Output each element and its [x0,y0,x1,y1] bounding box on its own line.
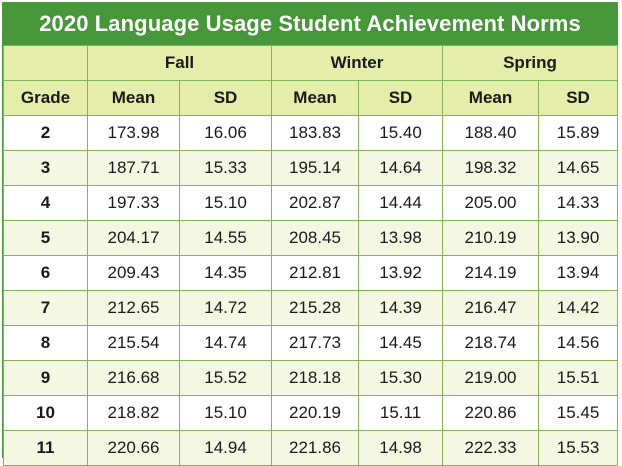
norms-table: Fall Winter Spring Grade Mean SD Mean SD… [3,45,619,466]
season-header-row: Fall Winter Spring [3,45,619,81]
grade-cell: 6 [3,255,88,291]
fall-sd-cell: 14.55 [178,220,273,256]
spring-mean-cell: 219.00 [442,360,540,396]
table-row: 8 215.54 14.74 217.73 14.45 218.74 14.56 [3,325,619,361]
grade-cell: 5 [3,220,88,256]
spring-mean-cell: 222.33 [442,430,540,466]
season-header-winter: Winter [271,45,444,81]
spring-mean-cell: 214.19 [442,255,540,291]
column-header-spring-sd: SD [538,80,619,116]
column-header-grade: Grade [3,80,88,116]
table-row: 4 197.33 15.10 202.87 14.44 205.00 14.33 [3,185,619,221]
fall-mean-cell: 218.82 [87,395,180,431]
grade-cell: 2 [3,115,88,151]
spring-sd-cell: 13.90 [538,220,619,256]
season-header-fall: Fall [86,45,273,81]
winter-sd-cell: 14.64 [358,150,444,186]
spring-sd-cell: 13.94 [538,255,619,291]
fall-mean-cell: 187.71 [87,150,180,186]
table-row: 11 220.66 14.94 221.86 14.98 222.33 15.5… [3,430,619,466]
fall-sd-cell: 15.10 [178,395,273,431]
column-header-fall-sd: SD [178,80,273,116]
table-row: 2 173.98 16.06 183.83 15.40 188.40 15.89 [3,115,619,151]
winter-sd-cell: 14.45 [358,325,444,361]
spring-sd-cell: 14.42 [538,290,619,326]
winter-sd-cell: 14.44 [358,185,444,221]
column-header-row: Grade Mean SD Mean SD Mean SD [3,80,619,116]
column-header-winter-mean: Mean [271,80,360,116]
grade-cell: 10 [3,395,88,431]
spring-mean-cell: 205.00 [442,185,540,221]
winter-mean-cell: 221.86 [271,430,360,466]
winter-mean-cell: 202.87 [271,185,360,221]
grade-cell: 4 [3,185,88,221]
fall-sd-cell: 15.10 [178,185,273,221]
winter-mean-cell: 220.19 [271,395,360,431]
column-header-winter-sd: SD [358,80,444,116]
spring-sd-cell: 15.51 [538,360,619,396]
table-row: 6 209.43 14.35 212.81 13.92 214.19 13.94 [3,255,619,291]
spring-sd-cell: 14.56 [538,325,619,361]
fall-mean-cell: 173.98 [87,115,180,151]
winter-sd-cell: 15.40 [358,115,444,151]
winter-mean-cell: 208.45 [271,220,360,256]
fall-sd-cell: 15.52 [178,360,273,396]
fall-sd-cell: 14.74 [178,325,273,361]
table-title: 2020 Language Usage Student Achievement … [3,3,617,45]
winter-mean-cell: 183.83 [271,115,360,151]
winter-sd-cell: 15.30 [358,360,444,396]
winter-mean-cell: 212.81 [271,255,360,291]
column-header-spring-mean: Mean [442,80,540,116]
fall-mean-cell: 220.66 [87,430,180,466]
spring-sd-cell: 15.53 [538,430,619,466]
fall-sd-cell: 14.72 [178,290,273,326]
table-row: 7 212.65 14.72 215.28 14.39 216.47 14.42 [3,290,619,326]
spring-mean-cell: 210.19 [442,220,540,256]
spring-mean-cell: 188.40 [442,115,540,151]
table-row: 10 218.82 15.10 220.19 15.11 220.86 15.4… [3,395,619,431]
fall-mean-cell: 197.33 [87,185,180,221]
column-header-fall-mean: Mean [87,80,180,116]
fall-mean-cell: 216.68 [87,360,180,396]
spring-mean-cell: 198.32 [442,150,540,186]
winter-sd-cell: 13.92 [358,255,444,291]
grade-cell: 11 [3,430,88,466]
spring-mean-cell: 218.74 [442,325,540,361]
grade-cell: 8 [3,325,88,361]
winter-mean-cell: 218.18 [271,360,360,396]
spring-mean-cell: 216.47 [442,290,540,326]
winter-mean-cell: 195.14 [271,150,360,186]
winter-sd-cell: 15.11 [358,395,444,431]
grade-cell: 7 [3,290,88,326]
fall-mean-cell: 212.65 [87,290,180,326]
fall-sd-cell: 15.33 [178,150,273,186]
spring-sd-cell: 14.33 [538,185,619,221]
winter-sd-cell: 13.98 [358,220,444,256]
fall-sd-cell: 14.94 [178,430,273,466]
fall-mean-cell: 209.43 [87,255,180,291]
grade-cell: 9 [3,360,88,396]
fall-mean-cell: 215.54 [87,325,180,361]
table-row: 5 204.17 14.55 208.45 13.98 210.19 13.90 [3,220,619,256]
table-row: 3 187.71 15.33 195.14 14.64 198.32 14.65 [3,150,619,186]
grade-cell: 3 [3,150,88,186]
winter-sd-cell: 14.98 [358,430,444,466]
spring-mean-cell: 220.86 [442,395,540,431]
table-row: 9 216.68 15.52 218.18 15.30 219.00 15.51 [3,360,619,396]
fall-sd-cell: 14.35 [178,255,273,291]
corner-cell [3,45,88,81]
winter-mean-cell: 217.73 [271,325,360,361]
spring-sd-cell: 15.45 [538,395,619,431]
spring-sd-cell: 15.89 [538,115,619,151]
fall-sd-cell: 16.06 [178,115,273,151]
winter-mean-cell: 215.28 [271,290,360,326]
spring-sd-cell: 14.65 [538,150,619,186]
season-header-spring: Spring [442,45,619,81]
fall-mean-cell: 204.17 [87,220,180,256]
winter-sd-cell: 14.39 [358,290,444,326]
